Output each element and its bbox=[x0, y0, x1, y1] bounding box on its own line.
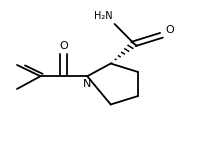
Text: O: O bbox=[165, 25, 174, 35]
Text: H₂N: H₂N bbox=[94, 11, 112, 21]
Text: O: O bbox=[59, 41, 68, 51]
Text: N: N bbox=[83, 79, 91, 89]
